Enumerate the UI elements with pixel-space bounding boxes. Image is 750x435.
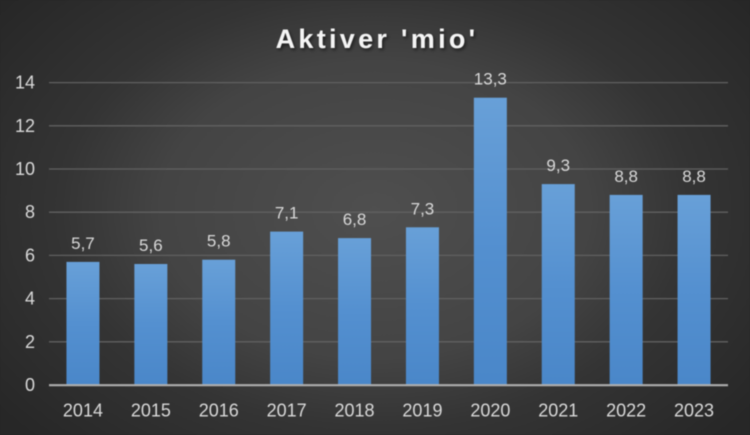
svg-text:5,6: 5,6 [139,236,163,255]
svg-text:2017: 2017 [267,401,307,421]
svg-text:14: 14 [15,73,35,93]
svg-text:2016: 2016 [199,401,239,421]
svg-text:10: 10 [15,159,35,179]
svg-text:5,7: 5,7 [71,234,95,253]
svg-text:7,3: 7,3 [411,199,435,218]
svg-text:8,8: 8,8 [682,167,706,186]
svg-text:8,8: 8,8 [614,167,638,186]
svg-text:2020: 2020 [470,401,510,421]
svg-text:2019: 2019 [402,401,442,421]
svg-text:2: 2 [25,332,35,352]
svg-text:13,3: 13,3 [474,70,507,89]
svg-text:2021: 2021 [538,401,578,421]
svg-text:9,3: 9,3 [546,156,570,175]
svg-text:0: 0 [25,375,35,395]
svg-text:Aktiver 'mio': Aktiver 'mio' [276,24,479,54]
svg-text:4: 4 [25,289,35,309]
svg-text:2014: 2014 [63,401,103,421]
svg-text:12: 12 [15,116,35,136]
svg-text:2022: 2022 [606,401,646,421]
svg-text:7,1: 7,1 [275,204,299,223]
svg-text:8: 8 [25,202,35,222]
svg-text:5,8: 5,8 [207,232,231,251]
svg-text:2018: 2018 [335,401,375,421]
svg-text:6,8: 6,8 [343,210,367,229]
svg-text:2023: 2023 [674,401,714,421]
svg-text:6: 6 [25,245,35,265]
svg-text:2015: 2015 [131,401,171,421]
